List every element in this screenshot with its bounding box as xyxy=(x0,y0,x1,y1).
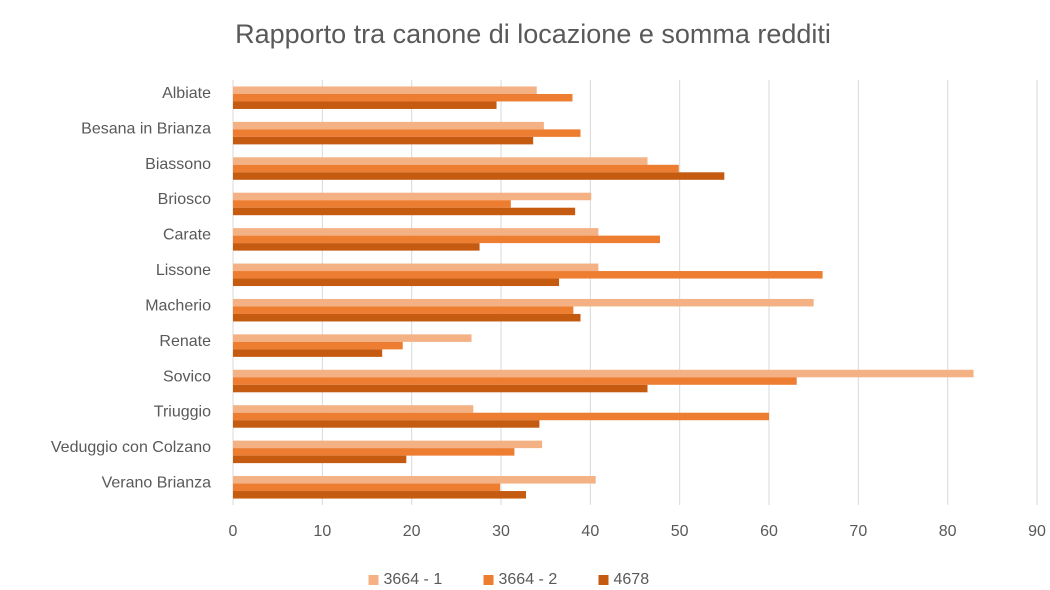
bar xyxy=(233,278,560,287)
y-tick-label: Renate xyxy=(159,333,211,350)
legend-label: 3664 - 2 xyxy=(499,571,558,588)
bar xyxy=(233,243,480,251)
bar xyxy=(233,412,769,421)
bar xyxy=(233,377,797,385)
x-tick-label: 70 xyxy=(849,523,867,540)
bar xyxy=(233,483,501,492)
x-tick-label: 90 xyxy=(1028,523,1046,540)
bar xyxy=(233,405,474,413)
bar xyxy=(233,476,596,484)
x-tick-label: 10 xyxy=(313,523,331,540)
y-tick-label: Carate xyxy=(163,227,211,244)
y-tick-label: Besana in Brianza xyxy=(81,120,211,137)
y-tick-label: Biassono xyxy=(145,156,211,173)
bar xyxy=(233,228,599,236)
bar xyxy=(233,164,679,173)
y-tick-label: Lissone xyxy=(156,262,211,279)
y-tick-label: Briosco xyxy=(158,191,211,208)
legend-label: 4678 xyxy=(614,571,650,588)
x-tick-label: 50 xyxy=(671,523,689,540)
y-tick-label: Veduggio con Colzano xyxy=(51,439,211,456)
bar xyxy=(233,263,599,272)
bar xyxy=(233,334,472,342)
legend-swatch xyxy=(368,575,379,585)
y-tick-label: Albiate xyxy=(162,85,211,102)
bar xyxy=(233,93,573,102)
legend-swatch xyxy=(598,575,609,585)
x-tick-label: 60 xyxy=(760,523,778,540)
bar xyxy=(233,491,527,499)
bar xyxy=(233,306,574,314)
bar xyxy=(233,448,515,456)
legend-label: 3664 - 1 xyxy=(384,571,443,588)
bar xyxy=(233,235,661,244)
x-tick-label: 40 xyxy=(581,523,599,540)
bar xyxy=(233,101,497,109)
y-tick-label: Verano Brianza xyxy=(102,475,212,492)
x-tick-label: 30 xyxy=(492,523,510,540)
bar xyxy=(233,455,407,464)
x-tick-label: 20 xyxy=(403,523,421,540)
bar xyxy=(233,420,540,428)
y-tick-label: Triuggio xyxy=(154,404,211,421)
bar xyxy=(233,192,592,201)
bar xyxy=(233,440,543,449)
chart-title: Rapporto tra canone di locazione e somma… xyxy=(235,19,831,49)
bar xyxy=(233,86,537,94)
bar xyxy=(233,313,581,322)
bar xyxy=(233,207,576,216)
bar xyxy=(233,349,383,357)
bar xyxy=(233,172,725,180)
bar xyxy=(233,200,511,208)
x-tick-label: 80 xyxy=(939,523,957,540)
bar xyxy=(233,121,544,130)
bar xyxy=(233,271,823,279)
bar xyxy=(233,129,581,137)
y-tick-label: Sovico xyxy=(163,368,211,385)
y-tick-label: Macherio xyxy=(145,297,211,314)
bar xyxy=(233,136,534,145)
bar xyxy=(233,341,403,350)
legend-swatch xyxy=(483,575,494,585)
bar xyxy=(233,369,974,378)
bar xyxy=(233,298,814,307)
bar xyxy=(233,384,648,393)
bar xyxy=(233,157,648,165)
x-tick-label: 0 xyxy=(229,523,238,540)
